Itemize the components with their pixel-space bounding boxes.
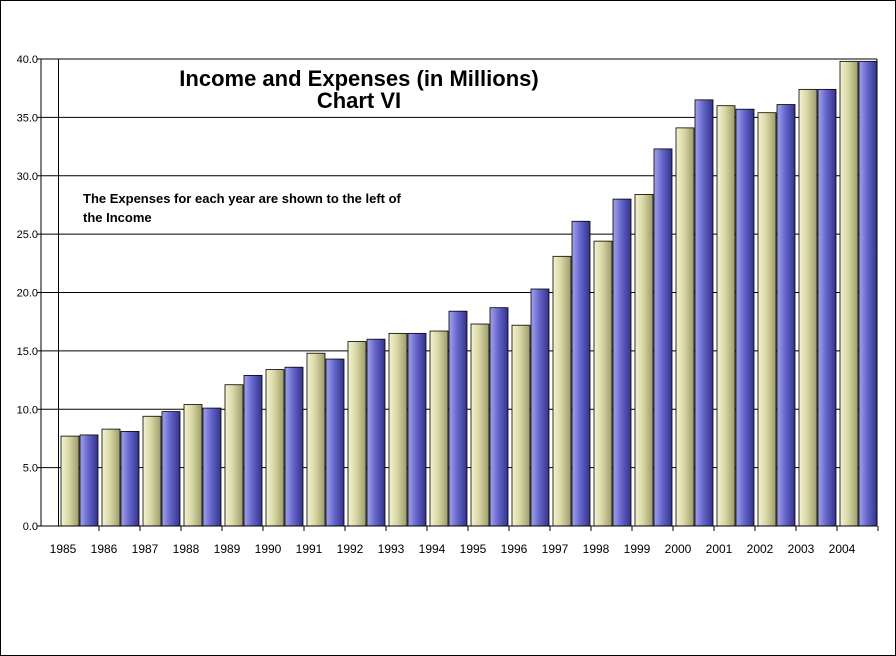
x-tick-label: 1989 xyxy=(214,542,241,556)
bars xyxy=(60,60,878,527)
x-tick-label: 2004 xyxy=(829,542,856,556)
expense-bar xyxy=(265,369,285,527)
y-axis-ticks: 0.0 5.0 10.0 15.0 20.0 25.0 30.0 35.0 40.0 xyxy=(17,54,41,533)
y-tick-label: 15.0 xyxy=(17,346,38,358)
expense-bar xyxy=(675,127,695,527)
income-bar xyxy=(366,338,386,527)
income-bar xyxy=(571,220,591,527)
x-tick-label: 1996 xyxy=(501,542,528,556)
expense-bar xyxy=(757,112,777,527)
income-bar xyxy=(243,374,263,527)
income-bar xyxy=(817,88,837,527)
x-tick-label: 2002 xyxy=(747,542,774,556)
chart-subtitle: Chart VI xyxy=(317,88,401,113)
income-bar xyxy=(735,108,755,527)
annotation-line-2: the Income xyxy=(83,210,152,225)
x-tick-label: 1992 xyxy=(337,542,364,556)
expense-bar xyxy=(511,324,531,527)
expense-bar xyxy=(839,60,859,527)
x-tick-label: 1985 xyxy=(50,542,77,556)
expense-bar xyxy=(224,384,244,527)
income-bar xyxy=(407,332,427,527)
income-bar xyxy=(489,307,509,527)
income-bar xyxy=(284,366,304,527)
expense-bar xyxy=(388,332,408,527)
income-bar xyxy=(120,431,140,527)
income-bar xyxy=(653,148,673,527)
income-bar xyxy=(161,411,181,527)
income-bar xyxy=(612,198,632,527)
x-tick-label: 1987 xyxy=(132,542,159,556)
expense-bar xyxy=(593,240,613,527)
income-bar xyxy=(448,310,468,527)
income-bar xyxy=(325,358,345,527)
expense-bar xyxy=(552,255,572,527)
expense-bar xyxy=(429,330,449,527)
x-tick-label: 2003 xyxy=(788,542,815,556)
y-tick-label: 25.0 xyxy=(17,229,38,241)
expense-bar xyxy=(306,352,326,527)
x-tick-label: 1991 xyxy=(296,542,323,556)
x-tick-label: 1994 xyxy=(419,542,446,556)
x-tick-label: 1998 xyxy=(583,542,610,556)
axes xyxy=(40,59,878,527)
income-bar xyxy=(776,104,796,527)
income-bar xyxy=(202,407,222,527)
x-tick-label: 1997 xyxy=(542,542,569,556)
income-bar xyxy=(79,434,99,527)
y-tick-label: 40.0 xyxy=(17,54,38,66)
y-tick-label: 20.0 xyxy=(17,288,38,300)
x-tick-label: 1986 xyxy=(91,542,118,556)
expense-bar xyxy=(470,323,490,527)
x-tick-label: 2000 xyxy=(665,542,692,556)
x-tick-label: 1995 xyxy=(460,542,487,556)
expense-bar xyxy=(798,88,818,527)
annotation-line-1: The Expenses for each year are shown to … xyxy=(83,191,402,206)
expense-bar xyxy=(60,435,80,527)
expense-bar xyxy=(142,415,162,527)
y-tick-label: 30.0 xyxy=(17,171,38,183)
income-bar xyxy=(530,288,550,527)
expense-bar xyxy=(183,404,203,527)
x-tick-label: 1999 xyxy=(624,542,651,556)
expense-bar xyxy=(716,105,736,527)
x-tick-label: 1993 xyxy=(378,542,405,556)
x-tick-label: 1988 xyxy=(173,542,200,556)
expense-bar xyxy=(347,341,367,527)
income-bar xyxy=(858,60,878,527)
x-axis-ticks: 1985 1986 1987 1988 1989 1990 1991 1992 1993 1994… xyxy=(50,526,879,556)
income-bar xyxy=(694,99,714,527)
y-tick-label: 35.0 xyxy=(17,112,38,124)
chart-title: Income and Expenses (in Millions) xyxy=(179,66,538,91)
expense-bar xyxy=(634,194,654,527)
expense-bar xyxy=(101,428,121,527)
x-tick-label: 2001 xyxy=(706,542,733,556)
y-tick-label: 5.0 xyxy=(23,463,38,475)
x-tick-label: 1990 xyxy=(255,542,282,556)
y-tick-label: 0.0 xyxy=(23,521,38,533)
y-tick-label: 10.0 xyxy=(17,404,38,416)
